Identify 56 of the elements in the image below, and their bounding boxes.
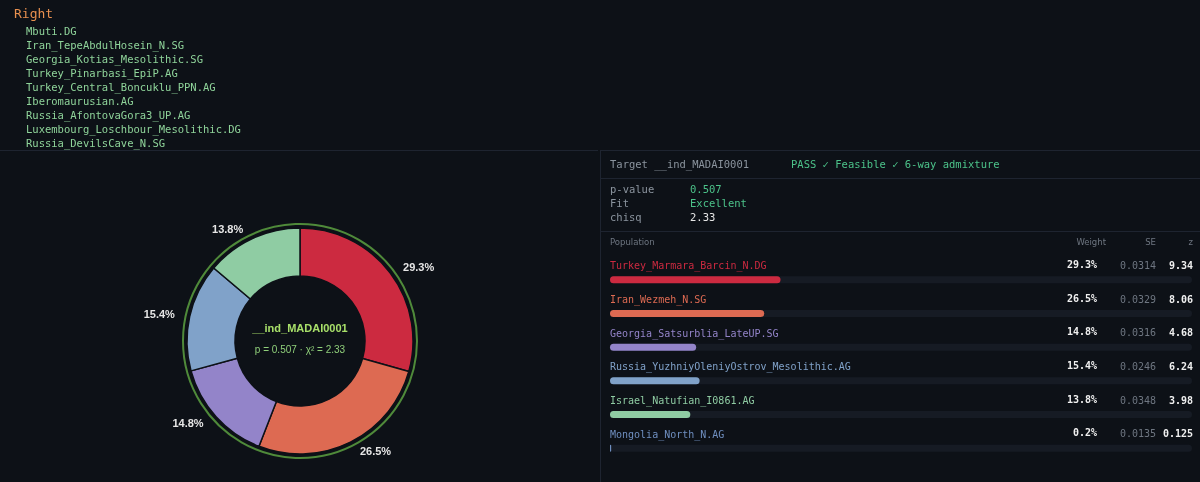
data-label: 0.2% (1072, 427, 1097, 439)
text: Iberomaurusian.AG (26, 95, 134, 107)
data-label: 13.8% (1066, 393, 1097, 405)
category-label: Iran_Wezmeh_N.SG (610, 294, 707, 305)
text: Russia_AfontovaGora3_UP.AG (26, 109, 191, 121)
text: Mbuti.DG (26, 25, 77, 37)
bar (610, 377, 700, 385)
annotation: 8.06 (1168, 293, 1193, 305)
text: Excellent (690, 197, 747, 209)
bar (610, 343, 697, 351)
text: chisq (610, 211, 642, 223)
text: 0.507 (690, 183, 722, 195)
category-label: Israel_Natufian_I0861.AG (610, 395, 755, 406)
text: 2.33 (690, 211, 716, 223)
annotation: 9.34 (1168, 259, 1193, 271)
bar (610, 411, 691, 418)
text: Georgia_Kotias_Mesolithic.SG (26, 53, 204, 65)
text: Turkey_Central_Boncuklu_PPN.AG (26, 81, 216, 93)
text: p = 0.507 · χ² = 2.33 (254, 343, 346, 355)
annotation: 0.0314 (1119, 259, 1156, 271)
category-label: Turkey_Marmara_Barcin_N.DG (610, 260, 767, 272)
text: Russia_DevilsCave_N.SG (26, 137, 166, 149)
data-label: 15.4% (1066, 359, 1097, 371)
data-label: 26.5% (1066, 292, 1097, 304)
text: z (1188, 237, 1193, 247)
text: __ind_MADAI0001 (251, 322, 348, 334)
text: Luxembourg_Loschbour_Mesolithic.DG (26, 123, 241, 135)
text: Weight (1076, 237, 1106, 247)
annotation: 0.125 (1162, 428, 1193, 440)
chart-title: Target __ind_MADAI0001 (610, 158, 750, 170)
category-label: Mongolia_North_N.AG (610, 428, 725, 440)
data-label: 14.8% (172, 417, 204, 430)
category-label: Russia_YuzhniyOleniyOstrov_Mesolithic.AG (610, 361, 851, 373)
text: Population (610, 237, 655, 247)
text: Right (14, 6, 54, 21)
data-label: 26.5% (359, 445, 392, 458)
data-label: 13.8% (212, 223, 244, 236)
data-label: 29.3% (1066, 258, 1097, 270)
annotation: 0.0135 (1119, 428, 1156, 440)
data-label: 29.3% (403, 260, 435, 273)
text: Iran_TepeAbdulHosein_N.SG (26, 39, 185, 51)
text: p-value (610, 183, 655, 195)
data-label: 14.8% (1066, 326, 1097, 338)
annotation: 0.0329 (1119, 293, 1156, 305)
category-label: Georgia_Satsurblia_LateUP.SG (610, 327, 779, 339)
annotation: 3.98 (1168, 394, 1193, 406)
annotation: 0.0316 (1119, 327, 1156, 339)
annotation: 4.68 (1168, 327, 1193, 339)
data-label: 15.4% (143, 308, 176, 321)
chart-subtitle: PASS ✓ Feasible ✓ 6-way admixture (791, 158, 1000, 170)
annotation: 0.0348 (1119, 394, 1156, 406)
text: SE (1145, 237, 1156, 247)
annotation: 0.0246 (1119, 360, 1156, 372)
annotation: 6.24 (1168, 360, 1193, 372)
text: Fit (610, 197, 629, 209)
text: Turkey_Pinarbasi_EpiP.AG (26, 67, 178, 79)
